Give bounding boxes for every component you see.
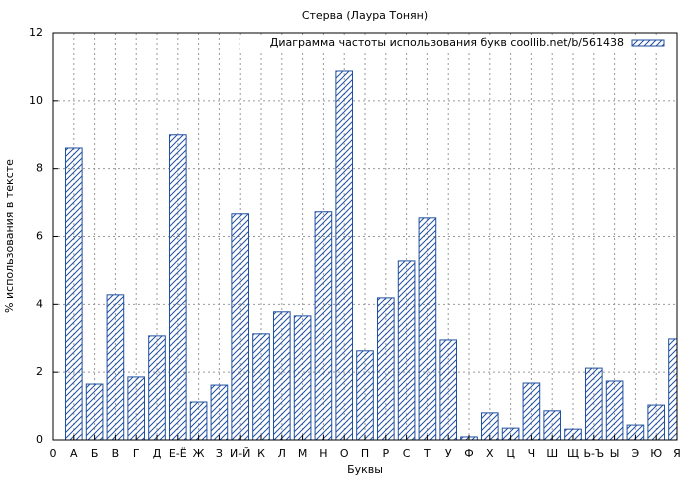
legend-swatch (631, 39, 665, 47)
x-tick-label: Т (423, 447, 431, 460)
x-tick-label: С (403, 447, 411, 460)
x-tick-label: Ц (506, 447, 515, 460)
bar (252, 333, 270, 440)
bar (522, 382, 541, 440)
x-tick-label: Ю (650, 447, 662, 460)
y-axis-label: % использования в тексте (3, 159, 16, 313)
x-tick-label: Ф (464, 447, 473, 460)
x-tick-label: Ь-Ъ (583, 447, 604, 460)
bar (293, 315, 312, 440)
x-tick-label: У (445, 447, 452, 460)
x-tick-label: И-Й (230, 447, 250, 460)
x-tick-label: Ж (193, 447, 205, 460)
bar (231, 213, 250, 440)
x-tick-label: Ш (546, 447, 558, 460)
bar (85, 383, 104, 440)
bar (564, 428, 582, 440)
y-tick-label: 10 (29, 94, 43, 107)
bar (272, 311, 291, 440)
y-tick-label: 2 (36, 365, 43, 378)
x-tick-label: Р (382, 447, 389, 460)
x-tick-label: В (112, 447, 120, 460)
bar (64, 147, 83, 440)
legend: Диаграмма частоты использования букв coo… (240, 36, 670, 50)
bar (210, 384, 229, 440)
bars (64, 70, 677, 440)
y-tick-label: 6 (36, 230, 43, 243)
bar (501, 427, 520, 440)
bar (189, 401, 208, 440)
x-tick-label: А (70, 447, 78, 460)
x-tick-label: Л (278, 447, 286, 460)
bar (376, 297, 395, 440)
x-tick-label: О (340, 447, 349, 460)
legend-label: Диаграмма частоты использования букв coo… (270, 36, 624, 49)
x-tick-label: Н (319, 447, 327, 460)
x-tick-label: Х (486, 447, 494, 460)
y-tick-label: 0 (36, 433, 43, 446)
x-tick-label: Ы (610, 447, 620, 460)
x-tick-label: Щ (567, 447, 579, 460)
bar (480, 412, 499, 440)
bar (647, 404, 666, 440)
legend-box (240, 36, 670, 50)
x-tick-label: Д (153, 447, 162, 460)
x-tick-label: З (216, 447, 223, 460)
y-tick-label: 12 (29, 26, 43, 39)
y-tick-label: 8 (36, 162, 43, 175)
chart-title: Стерва (Лаура Тонян) (302, 9, 428, 22)
bar (356, 350, 374, 440)
bar (605, 380, 624, 440)
bar (314, 211, 333, 440)
bar (418, 217, 437, 440)
bar (584, 367, 603, 440)
x-tick-label: К (257, 447, 265, 460)
x-tick-label: Е-Ё (169, 447, 187, 460)
bar (335, 70, 354, 440)
bar (397, 260, 416, 440)
y-tick-label: 4 (36, 297, 43, 310)
x-tick-label: М (298, 447, 308, 460)
x-tick-label: Э (632, 447, 640, 460)
bar (148, 335, 166, 440)
x-tick-label: 0 (50, 447, 57, 460)
bar (168, 134, 187, 440)
bar (106, 294, 125, 440)
bar (127, 376, 146, 440)
x-axis-label: Буквы (347, 463, 383, 476)
x-tick-label: Г (133, 447, 140, 460)
x-tick-label: Ч (528, 447, 536, 460)
x-tick-label: Я (673, 447, 681, 460)
x-tick-label: Б (91, 447, 99, 460)
x-tick-label: П (361, 447, 369, 460)
bar (439, 339, 458, 440)
